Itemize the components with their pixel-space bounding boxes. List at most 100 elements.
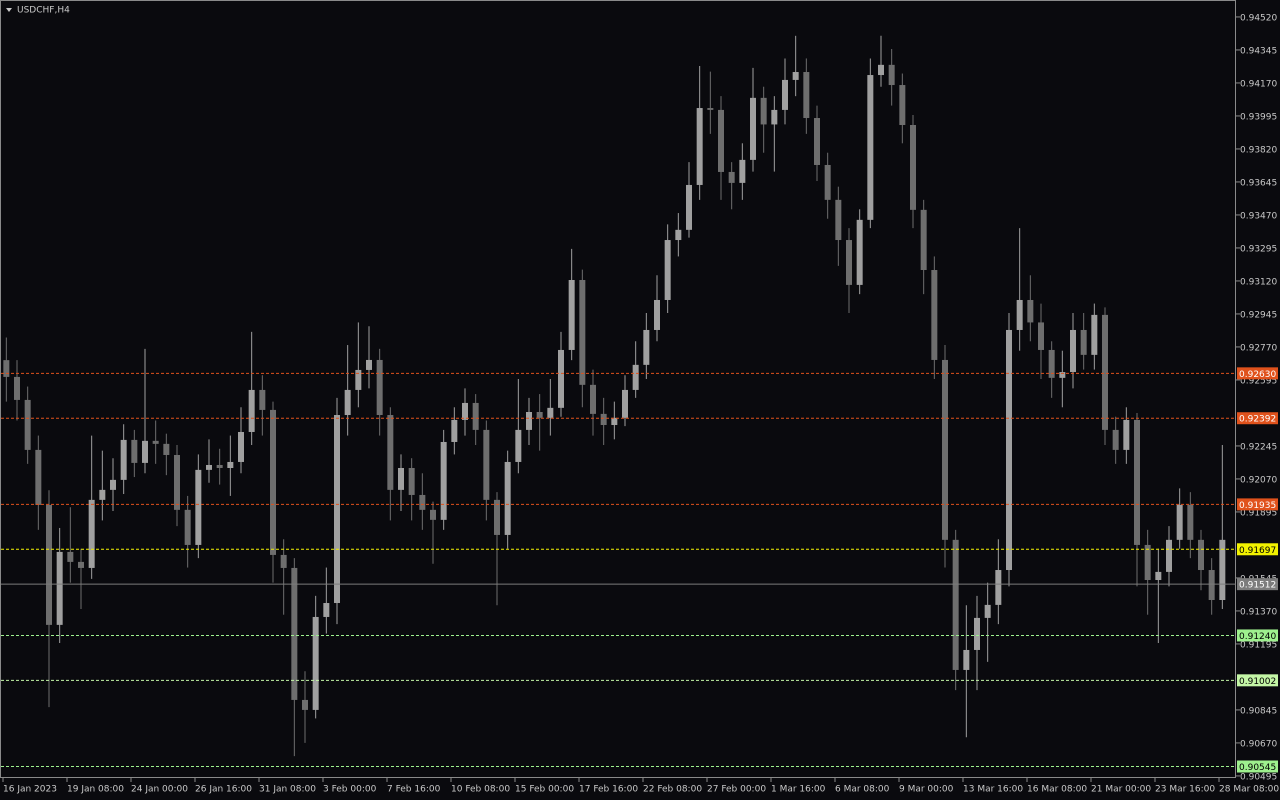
price-level-label: 0.91512 xyxy=(1239,581,1276,591)
candle-body xyxy=(184,509,191,545)
candle-body xyxy=(110,479,116,490)
x-tick-label: 9 Mar 00:00 xyxy=(899,785,954,795)
candle-body xyxy=(440,441,447,520)
y-tick-label: 0.91370 xyxy=(1240,607,1277,617)
candle-body xyxy=(14,376,20,400)
candle-body xyxy=(163,443,170,455)
candle-body xyxy=(1112,429,1119,450)
candle-body xyxy=(1091,314,1098,355)
candle-body xyxy=(1006,329,1012,571)
candle-body xyxy=(920,209,927,271)
y-tick-label: 0.93820 xyxy=(1240,145,1277,155)
candle-body xyxy=(984,604,991,618)
candle-body xyxy=(35,449,42,505)
candle-body xyxy=(974,617,980,650)
candle-body xyxy=(942,359,948,540)
candle-body xyxy=(120,439,127,480)
candle-body xyxy=(312,616,319,710)
candle-body xyxy=(216,464,223,468)
candle-body xyxy=(1123,419,1130,450)
candle-body xyxy=(56,551,63,625)
candle-body xyxy=(696,108,703,185)
y-tick-label: 0.92945 xyxy=(1240,310,1277,320)
candle-body xyxy=(547,407,554,418)
candle-body xyxy=(728,171,735,183)
candle-body xyxy=(472,402,479,430)
candle-body xyxy=(483,429,490,500)
candle-body xyxy=(291,567,298,700)
y-tick-label: 0.90495 xyxy=(1240,772,1277,782)
candle-body xyxy=(1176,504,1183,540)
y-tick-label: 0.90845 xyxy=(1240,706,1277,716)
candle-body xyxy=(1038,322,1044,350)
candle-body xyxy=(750,97,756,160)
candle-body xyxy=(24,399,31,450)
candle-body xyxy=(344,389,351,416)
candle-body xyxy=(3,360,10,377)
price-level-label: 0.91240 xyxy=(1239,632,1276,642)
candle-body xyxy=(206,464,212,470)
candle-body xyxy=(1016,299,1023,330)
x-tick-label: 19 Jan 08:00 xyxy=(67,785,124,795)
candle-body xyxy=(376,359,383,416)
candle-body xyxy=(419,494,426,510)
candle-body xyxy=(1219,539,1226,600)
y-tick-label: 0.92770 xyxy=(1240,343,1277,353)
candle-body xyxy=(739,159,746,183)
candle-body xyxy=(931,270,938,360)
candle-body xyxy=(1048,349,1055,378)
x-tick-label: 26 Jan 16:00 xyxy=(195,785,252,795)
price-level-label: 0.91697 xyxy=(1239,546,1276,556)
price-level-tag xyxy=(1237,412,1278,425)
candle-body xyxy=(366,359,372,370)
candle-body xyxy=(1208,570,1215,600)
x-tick-label: 13 Mar 16:00 xyxy=(963,785,1023,795)
price-level-tag xyxy=(1237,498,1278,511)
candle-body xyxy=(504,461,511,535)
candle-body xyxy=(643,329,650,365)
y-tick-label: 0.91895 xyxy=(1240,508,1277,518)
candle-body xyxy=(952,539,959,670)
candle-body xyxy=(195,469,202,545)
candle-body xyxy=(899,85,906,126)
candle-body xyxy=(67,551,74,562)
x-tick-label: 15 Feb 00:00 xyxy=(515,785,574,795)
candle-body xyxy=(302,699,308,710)
x-tick-label: 6 Mar 08:00 xyxy=(835,785,890,795)
candle-body xyxy=(238,431,244,462)
candle-body xyxy=(526,411,532,430)
candle-body xyxy=(515,429,522,462)
y-tick-label: 0.90670 xyxy=(1240,739,1277,749)
price-level-tag xyxy=(1237,578,1278,591)
y-tick-label: 0.93295 xyxy=(1240,244,1277,254)
candle-body xyxy=(131,439,138,463)
x-tick-label: 17 Feb 16:00 xyxy=(579,785,638,795)
x-tick-label: 7 Feb 16:00 xyxy=(387,785,441,795)
x-tick-label: 10 Feb 08:00 xyxy=(451,785,510,795)
candle-body xyxy=(78,561,84,568)
x-tick-label: 3 Feb 00:00 xyxy=(323,785,377,795)
candle-body xyxy=(760,97,767,125)
y-tick-label: 0.91195 xyxy=(1240,640,1277,650)
candle-body xyxy=(878,64,884,76)
menu-triangle[interactable] xyxy=(6,8,12,12)
candle-body xyxy=(46,504,52,625)
x-tick-label: 16 Jan 2023 xyxy=(3,785,57,795)
candle-body xyxy=(1155,571,1162,581)
chart-title: USDCHF,H4 xyxy=(17,6,70,16)
candle-body xyxy=(782,79,788,110)
candle-body xyxy=(270,409,276,555)
candle-body xyxy=(88,499,95,568)
candle-body xyxy=(888,64,895,86)
candle-body xyxy=(824,164,831,200)
candle-body xyxy=(963,649,970,670)
candle-body xyxy=(334,415,340,604)
price-level-label: 0.92630 xyxy=(1239,370,1276,380)
candle-body xyxy=(408,468,415,495)
candle-body xyxy=(1198,539,1204,571)
candle-body xyxy=(280,554,287,568)
price-level-label: 0.91002 xyxy=(1239,677,1276,687)
candle-body xyxy=(600,413,607,426)
candle-body xyxy=(142,440,148,463)
